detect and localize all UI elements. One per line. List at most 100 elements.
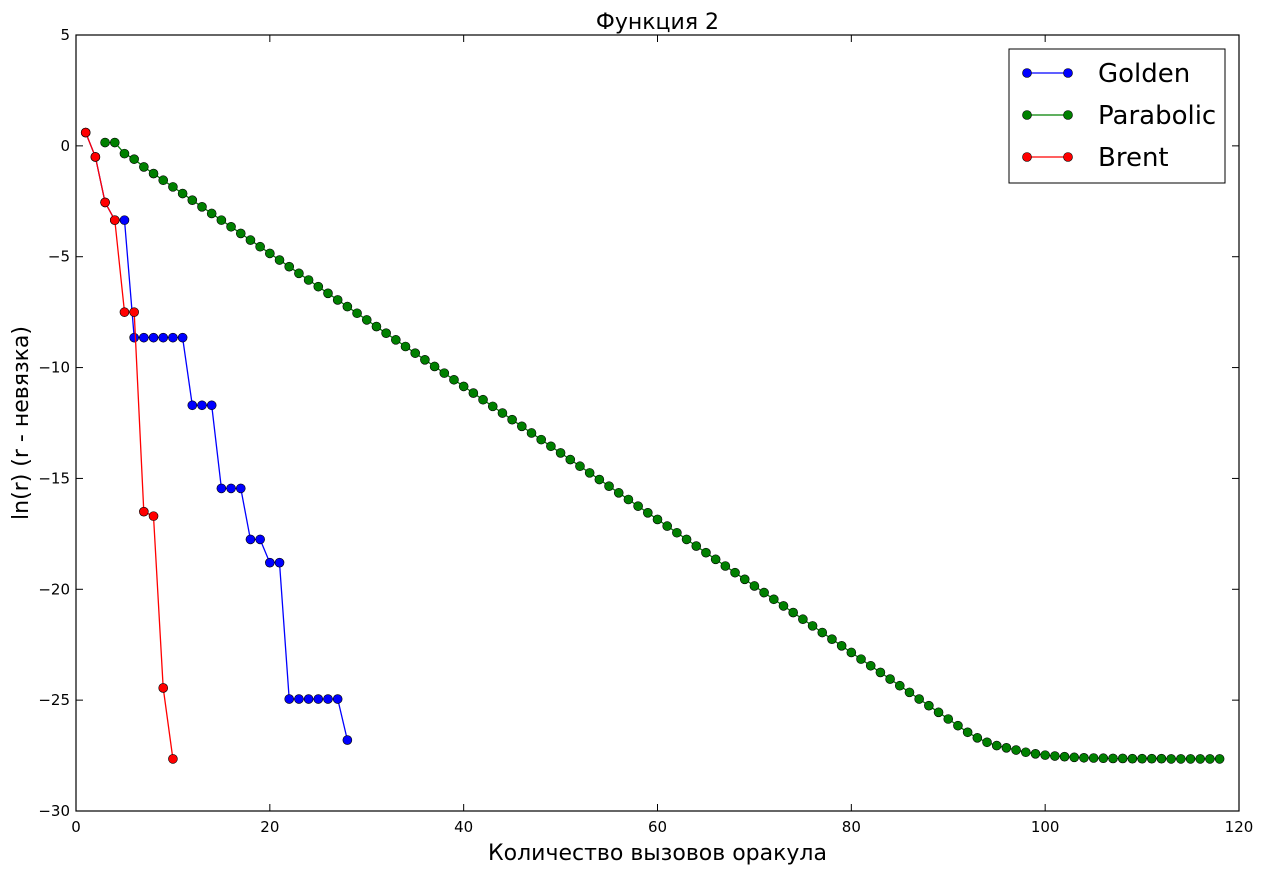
data-point-parabolic [1156,753,1167,764]
data-point-parabolic [1214,754,1225,764]
data-point-parabolic [894,680,905,691]
data-point-parabolic [294,268,304,279]
x-tick-label: 40 [454,818,473,836]
x-axis-label: Количество вызовов оракула [488,841,827,866]
legend-box [1008,48,1226,184]
data-point-parabolic [1185,754,1196,764]
data-point-parabolic [846,647,857,658]
data-point-parabolic [652,514,663,525]
data-point-parabolic [361,315,372,325]
data-point-parabolic [420,355,430,365]
data-point-parabolic [730,567,740,578]
data-point-parabolic [613,488,624,498]
y-tick-label: 5 [60,26,70,44]
data-point-parabolic [904,687,915,698]
data-point-parabolic [623,494,634,505]
data-point-golden [168,332,178,343]
data-point-parabolic [206,208,217,219]
data-point-parabolic [584,468,595,478]
data-point-parabolic [943,714,954,724]
data-point-parabolic [1127,753,1138,764]
data-point-parabolic [710,554,721,565]
data-point-parabolic [517,421,527,432]
data-point-parabolic [739,574,750,585]
data-point-golden [332,694,343,704]
data-point-golden [255,534,265,545]
data-point-golden [303,694,314,704]
data-point-parabolic [1098,753,1109,764]
data-point-parabolic [1205,754,1215,764]
data-point-parabolic [323,288,333,299]
data-point-parabolic [827,634,837,644]
data-point-brent [148,511,159,521]
data-point-golden [129,332,139,343]
data-point-parabolic [129,154,139,164]
data-point-golden [245,534,256,545]
data-point-parabolic [1176,754,1186,764]
data-point-parabolic [526,428,537,438]
data-point-parabolic [575,461,585,472]
data-point-parabolic [400,341,411,352]
data-point-parabolic [594,474,605,485]
data-point-parabolic [1079,752,1089,763]
data-point-parabolic [468,388,479,398]
data-point-brent [168,754,178,764]
legend-marker-parabolic [1022,110,1032,120]
data-point-parabolic [342,301,353,312]
data-point-golden [323,694,333,704]
data-point-parabolic [381,328,391,339]
data-point-parabolic [158,175,169,186]
data-point-parabolic [109,137,120,148]
x-tick-label: 100 [1031,818,1060,836]
data-point-parabolic [788,607,798,618]
y-tick-label: −25 [38,691,70,709]
data-point-parabolic [1137,753,1147,764]
data-point-parabolic [1020,747,1031,758]
data-point-brent [119,307,130,317]
x-tick-label: 120 [1225,818,1254,836]
data-point-golden [158,332,169,343]
legend-label-golden: Golden [1098,59,1190,89]
data-point-parabolic [807,621,818,631]
data-point-parabolic [284,261,295,272]
data-point-parabolic [497,408,508,418]
data-point-parabolic [1011,745,1021,755]
data-point-parabolic [458,381,469,392]
data-point-parabolic [662,521,672,531]
x-tick-label: 0 [71,818,81,836]
data-point-parabolic [507,414,517,425]
data-point-parabolic [391,335,401,345]
data-point-parabolic [274,255,285,265]
data-point-parabolic [759,587,769,598]
data-point-golden [313,694,324,704]
legend-marker-parabolic [1063,110,1073,120]
data-point-parabolic [798,614,808,625]
series-parabolic [100,137,1225,764]
data-point-golden [226,483,236,494]
data-point-parabolic [255,241,265,252]
data-point-brent [80,127,91,138]
data-point-golden [148,332,159,343]
data-point-parabolic [933,707,944,718]
y-tick-label: −10 [38,359,70,377]
data-point-parabolic [1040,750,1050,760]
data-point-brent [100,197,110,208]
data-point-parabolic [546,441,556,452]
data-point-golden [187,400,198,411]
data-point-brent [129,307,139,317]
data-point-parabolic [168,182,178,192]
data-point-parabolic [643,507,653,518]
data-point-brent [90,152,101,162]
data-point-golden [216,483,227,494]
legend-marker-golden [1022,68,1032,78]
data-point-golden [274,557,285,568]
data-point-parabolic [885,674,895,684]
x-tick-label: 80 [842,818,861,836]
data-point-parabolic [962,727,973,738]
data-point-parabolic [1059,751,1070,762]
data-point-parabolic [1195,754,1206,764]
data-point-parabolic [1166,754,1176,764]
data-point-parabolic [1146,753,1157,764]
data-point-parabolic [187,195,198,205]
